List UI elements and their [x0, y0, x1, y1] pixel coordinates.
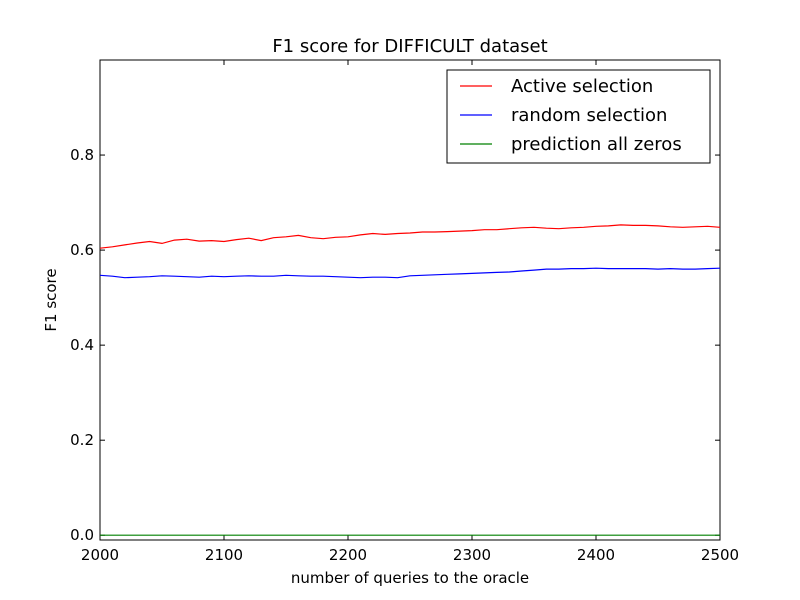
legend-label: Active selection: [511, 76, 653, 97]
legend: Active selection random selection predicti…: [446, 69, 711, 164]
x-axis-label: number of queries to the oracle: [291, 569, 529, 587]
x-tick-label: 2400: [577, 546, 615, 564]
series-line-2: [99, 267, 721, 279]
series-line-1: [99, 224, 721, 249]
legend-label: random selection: [511, 105, 667, 126]
y-tick-label: 0.8: [70, 146, 94, 164]
y-tick-label: 0.0: [70, 526, 94, 544]
chart-title: F1 score for DIFFICULT dataset: [272, 36, 547, 57]
y-tick-label: 0.6: [70, 241, 94, 259]
y-axis: 0.0 0.2 0.4 0.6 0.8: [70, 146, 720, 544]
series-layer: [99, 224, 721, 536]
x-tick-label: 2300: [453, 546, 491, 564]
x-tick-label: 2100: [205, 546, 243, 564]
y-tick-label: 0.2: [70, 431, 94, 449]
legend-label: prediction all zeros: [511, 134, 682, 155]
y-axis-label: F1 score: [42, 268, 60, 331]
x-tick-label: 2000: [81, 546, 119, 564]
x-tick-label: 2500: [701, 546, 739, 564]
x-tick-label: 2200: [329, 546, 367, 564]
x-axis: 2000 2100 2200 2300 2400 2500: [81, 60, 739, 564]
y-tick-label: 0.4: [70, 336, 94, 354]
